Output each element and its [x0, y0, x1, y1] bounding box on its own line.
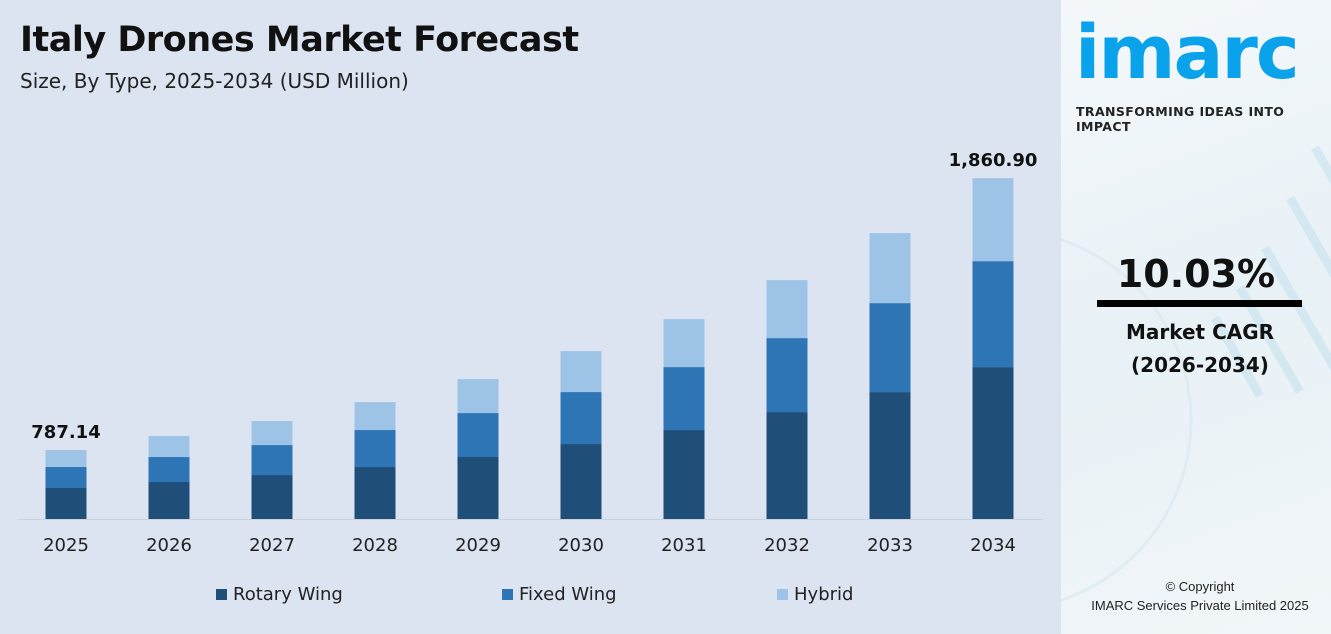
bar-segment-hybrid-2032 [766, 280, 808, 339]
cagr-period: (2026-2034) [1131, 353, 1269, 377]
legend-swatch [216, 589, 227, 600]
copyright-company: IMARC Services Private Limited 2025 [1091, 598, 1309, 613]
bar-segment-fixed-wing-2030 [560, 392, 602, 445]
bar-segment-rotary-wing-2033 [869, 392, 911, 519]
bar-segment-fixed-wing-2025 [45, 467, 87, 489]
bar-segment-hybrid-2031 [663, 319, 705, 368]
bar-segment-fixed-wing-2028 [354, 430, 396, 468]
legend-label: Rotary Wing [233, 584, 343, 605]
background-decoration [1061, 145, 1331, 602]
chart-subtitle: Size, By Type, 2025-2034 (USD Million) [20, 69, 409, 93]
x-tick-label: 2030 [558, 535, 604, 556]
legend-swatch [777, 589, 788, 600]
bar-segment-hybrid-2027 [251, 421, 293, 446]
legend-item-hybrid: Hybrid [777, 584, 853, 605]
bar-segment-fixed-wing-2034 [972, 261, 1014, 368]
x-tick-label: 2027 [249, 535, 295, 556]
x-tick-label: 2032 [764, 535, 810, 556]
legend-swatch [502, 589, 513, 600]
legend-label: Fixed Wing [519, 584, 617, 605]
x-tick-label: 2029 [455, 535, 501, 556]
logo-tagline: TRANSFORMING IDEAS INTO IMPACT [1076, 104, 1285, 134]
bar-segment-fixed-wing-2032 [766, 338, 808, 413]
x-tick-label: 2034 [970, 535, 1016, 556]
bar-segment-hybrid-2030 [560, 351, 602, 393]
legend-item-fixed-wing: Fixed Wing [502, 584, 617, 605]
bar-segment-fixed-wing-2029 [457, 413, 499, 458]
x-tick-label: 2028 [352, 535, 398, 556]
chart-panel: Italy Drones Market Forecast Size, By Ty… [0, 20, 1061, 606]
bar-segment-rotary-wing-2028 [354, 467, 396, 519]
bar-segment-hybrid-2026 [148, 436, 190, 458]
x-tick-label: 2031 [661, 535, 707, 556]
x-tick-label: 2026 [146, 535, 192, 556]
data-label-2025: 787.14 [31, 422, 100, 443]
cagr-label: Market CAGR [1125, 320, 1275, 344]
bar-segment-rotary-wing-2030 [560, 444, 602, 519]
data-label-2034: 1,860.90 [949, 150, 1038, 171]
x-tick-label: 2033 [867, 535, 913, 556]
legend: Rotary Wing Fixed Wing Hybrid [0, 584, 1061, 606]
bar-segment-rotary-wing-2031 [663, 430, 705, 519]
imarc-logo: imarc [1075, 10, 1300, 96]
bar-segment-hybrid-2025 [45, 450, 87, 468]
legend-item-rotary-wing: Rotary Wing [216, 584, 343, 605]
bar-segment-rotary-wing-2027 [251, 475, 293, 519]
bar-segment-hybrid-2033 [869, 233, 911, 304]
bar-segment-rotary-wing-2034 [972, 367, 1014, 519]
bar-segment-hybrid-2034 [972, 178, 1014, 262]
stacked-bar-chart: 2025 787.14 2026 2027 2028 2029 2030 2031 2032 20… [18, 150, 1043, 556]
info-sidebar: imarc TRANSFORMING IDEAS INTO IMPACT 10.… [1061, 0, 1331, 634]
copyright-line: © Copyright [1165, 579, 1235, 594]
bar-segment-fixed-wing-2026 [148, 457, 190, 483]
bar-segment-fixed-wing-2033 [869, 303, 911, 393]
cagr-value: 10.03% [1116, 252, 1276, 296]
chart-title: Italy Drones Market Forecast [20, 20, 579, 60]
cagr-divider [1097, 300, 1302, 307]
bar-segment-rotary-wing-2032 [766, 412, 808, 519]
bar-segment-rotary-wing-2029 [457, 457, 499, 519]
bar-segment-fixed-wing-2027 [251, 445, 293, 476]
legend-label: Hybrid [794, 584, 854, 605]
bar-segment-rotary-wing-2026 [148, 482, 190, 519]
bar-segment-hybrid-2029 [457, 379, 499, 414]
x-tick-label: 2025 [43, 535, 89, 556]
bar-segment-fixed-wing-2031 [663, 367, 705, 431]
bar-segment-rotary-wing-2025 [45, 488, 87, 519]
bar-segment-hybrid-2028 [354, 402, 396, 431]
